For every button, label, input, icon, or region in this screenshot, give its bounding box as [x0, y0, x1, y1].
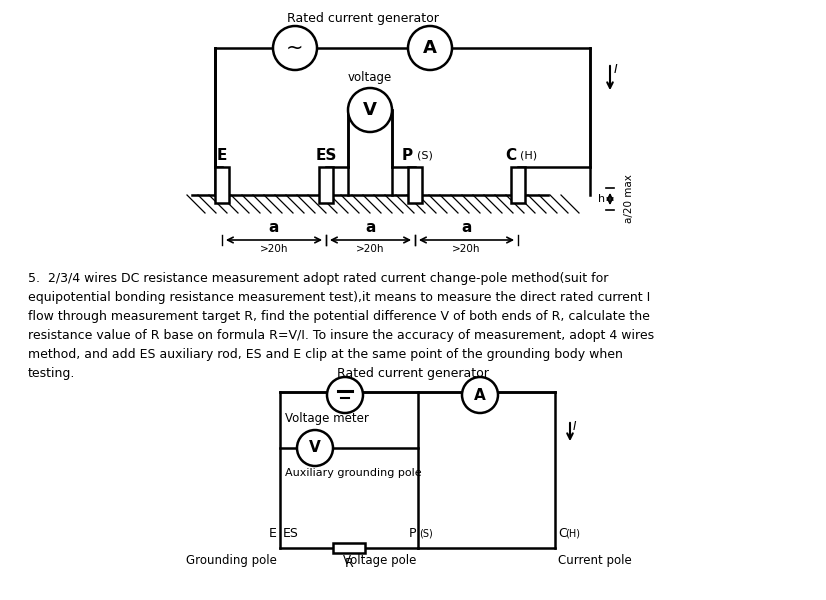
Circle shape [297, 430, 333, 466]
Text: P: P [409, 527, 416, 540]
Text: A: A [474, 388, 486, 403]
Text: I: I [573, 420, 577, 433]
Text: Rated current generator: Rated current generator [287, 12, 439, 25]
Bar [333, 543, 365, 553]
Text: (H): (H) [520, 151, 537, 161]
Circle shape [462, 377, 498, 413]
Text: a: a [365, 220, 376, 235]
Text: P: P [402, 148, 413, 163]
Circle shape [273, 26, 317, 70]
Text: A: A [423, 39, 437, 57]
Text: Voltage meter: Voltage meter [285, 412, 369, 425]
Text: (S): (S) [419, 528, 433, 538]
Text: ~: ~ [287, 38, 304, 58]
Text: Auxiliary grounding pole: Auxiliary grounding pole [285, 468, 421, 478]
Text: V: V [309, 440, 320, 455]
Text: E: E [216, 148, 227, 163]
Text: ES: ES [283, 527, 299, 540]
Text: 5.  2/3/4 wires DC resistance measurement adopt rated current change-pole method: 5. 2/3/4 wires DC resistance measurement… [28, 272, 654, 380]
Text: C: C [505, 148, 516, 163]
Text: a/20 max: a/20 max [624, 175, 634, 223]
Text: V: V [363, 101, 377, 119]
Text: E: E [269, 527, 277, 540]
Text: (H): (H) [565, 528, 580, 538]
Bar [408, 167, 422, 203]
Text: Grounding pole: Grounding pole [186, 554, 277, 567]
Text: I: I [614, 63, 618, 76]
Text: >20h: >20h [453, 244, 481, 254]
Text: voltage: voltage [348, 71, 392, 84]
Text: >20h: >20h [356, 244, 385, 254]
Text: a: a [461, 220, 472, 235]
Bar [215, 167, 229, 203]
Text: R: R [344, 557, 354, 570]
Circle shape [408, 26, 452, 70]
Text: ES: ES [316, 148, 337, 163]
Text: >20h: >20h [259, 244, 288, 254]
Text: C: C [558, 527, 567, 540]
Text: h: h [598, 194, 605, 204]
Circle shape [348, 88, 392, 132]
Text: Current pole: Current pole [558, 554, 632, 567]
Bar [319, 167, 333, 203]
Text: Rated current generator: Rated current generator [336, 367, 488, 380]
Text: a: a [268, 220, 279, 235]
Bar [511, 167, 525, 203]
Text: Voltage pole: Voltage pole [343, 554, 416, 567]
Circle shape [327, 377, 363, 413]
Text: (S): (S) [417, 151, 433, 161]
